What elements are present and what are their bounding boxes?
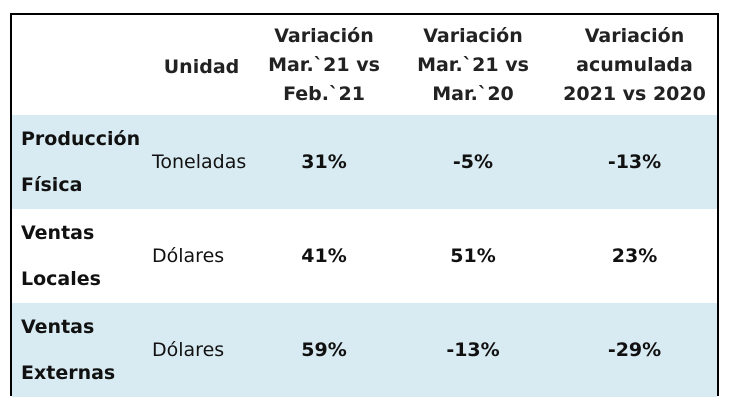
row-concept-line-1: Ventas bbox=[21, 222, 95, 244]
row-value-year: -13% bbox=[446, 339, 500, 361]
header-variation-cumulative-line-3: 2021 vs 2020 bbox=[563, 82, 706, 105]
row-unit: Dólares bbox=[152, 339, 225, 361]
row-concept-line-1: Ventas bbox=[21, 316, 95, 338]
table-row: Producción Física Toneladas 31% -5% -13% bbox=[12, 115, 717, 209]
row-concept-line-2: Locales bbox=[21, 268, 101, 290]
row-concept-line-2: Externas bbox=[21, 362, 116, 384]
row-value-cumulative: -13% bbox=[607, 151, 662, 173]
header-row: Unidad Variación Mar.`21 vs Feb.`21 Vari… bbox=[12, 15, 717, 115]
header-variation-year-line-3: Mar.`20 bbox=[432, 82, 514, 105]
table-row: Ventas Locales Dólares 41% 51% 23% bbox=[12, 209, 717, 303]
header-variation-month-line-3: Feb.`21 bbox=[283, 82, 365, 105]
row-value-year: 51% bbox=[450, 245, 496, 267]
header-variation-year-line-2: Mar.`21 vs bbox=[417, 53, 529, 76]
header-variation-year: Variación Mar.`21 vs Mar.`20 bbox=[394, 15, 552, 115]
row-concept: Producción Física bbox=[12, 115, 149, 209]
row-value-year: -5% bbox=[452, 151, 494, 173]
header-variation-year-line-1: Variación bbox=[423, 24, 523, 47]
row-unit: Dólares bbox=[152, 245, 225, 267]
row-concept: Ventas Externas bbox=[12, 303, 149, 397]
row-value-cumulative: -29% bbox=[607, 339, 662, 361]
header-concept bbox=[12, 15, 149, 115]
header-variation-month-line-1: Variación bbox=[274, 24, 374, 47]
row-value-month: 41% bbox=[301, 245, 347, 267]
row-value-month: 31% bbox=[301, 151, 347, 173]
header-variation-cumulative-line-2: acumulada bbox=[576, 53, 693, 76]
header-variation-cumulative-line-1: Variación bbox=[584, 24, 685, 47]
row-value-month: 59% bbox=[301, 339, 347, 361]
header-unit: Unidad bbox=[163, 55, 240, 78]
variation-table: Unidad Variación Mar.`21 vs Feb.`21 Vari… bbox=[12, 15, 717, 397]
variation-table-frame: Unidad Variación Mar.`21 vs Feb.`21 Vari… bbox=[10, 13, 719, 397]
header-variation-cumulative: Variación acumulada 2021 vs 2020 bbox=[552, 15, 717, 115]
table-row: Ventas Externas Dólares 59% -13% -29% bbox=[12, 303, 717, 397]
row-value-cumulative: 23% bbox=[611, 245, 658, 267]
header-variation-month: Variación Mar.`21 vs Feb.`21 bbox=[254, 15, 394, 115]
row-concept-line-1: Producción bbox=[21, 128, 141, 150]
row-unit: Toneladas bbox=[152, 151, 247, 173]
row-concept-line-2: Física bbox=[21, 174, 83, 196]
row-concept: Ventas Locales bbox=[12, 209, 149, 303]
header-variation-month-line-2: Mar.`21 vs bbox=[268, 53, 380, 76]
